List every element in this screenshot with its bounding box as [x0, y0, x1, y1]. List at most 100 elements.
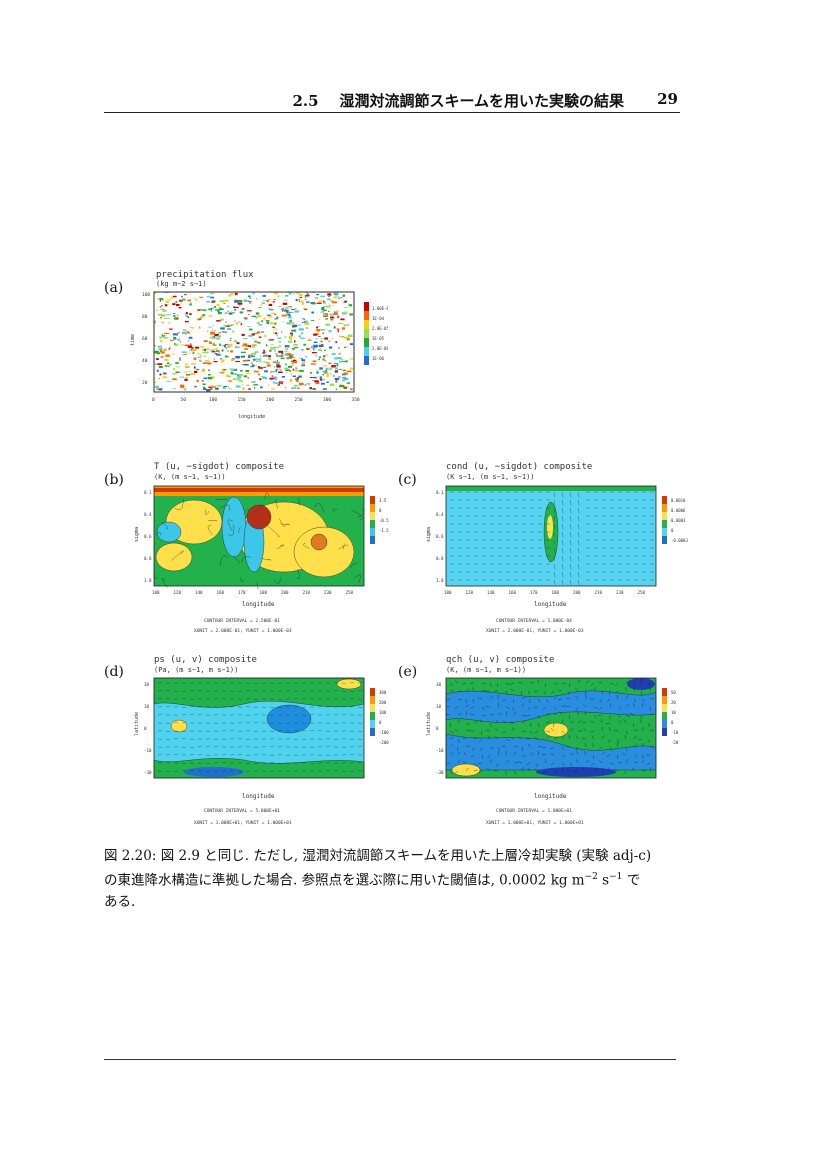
panel-b-figure: 3.5 0 -0.5 -1.5 100 120 140 160 170 180 200 210 230…: [134, 485, 389, 634]
panel-e-unit-note: XUNIT = 1.000E+01, YUNIT = 1.000E+01: [486, 820, 584, 826]
panel-c-colorbar-tick: 0.0003: [671, 518, 686, 523]
panel-b-colorbar: 3.5 0 -0.5 -1.5: [370, 496, 389, 544]
panel-e-colorbar-tick: -20: [671, 740, 679, 745]
panel-e-label: (e): [398, 664, 418, 680]
panel-c-x-tick: 230: [616, 590, 624, 595]
panel-e-ylabel: latitude: [426, 712, 432, 736]
panel-a-x-tick: 250: [295, 397, 303, 403]
panel-b-x-tick: 230: [324, 590, 332, 595]
panel-c-colorbar-tick: 0.0006: [671, 508, 686, 513]
panel-c-colorbar-tick: 0: [671, 528, 674, 533]
panel-d-contour-note: CONTOUR INTERVAL = 5.000E+01: [204, 808, 280, 814]
panel-b-ticks: 100 120 140 160 170 180 200 210 230 250 0.1 0.4 0.6 0…: [144, 490, 354, 595]
panel-a-ticks: 0 50 100 150 200 250 300 350 100 80 60 40 20: [142, 292, 360, 403]
panel-c-y-tick: 0.4: [436, 512, 444, 517]
panel-b-x-tick: 100: [152, 590, 160, 595]
panel-c-title: cond (u, −sigdot) composite: [446, 462, 593, 472]
panel-d-ticks: 30 10 0 -10 -30: [144, 682, 152, 775]
panel-c-xlabel: longitude: [534, 601, 567, 608]
panel-c-x-tick: 140: [487, 590, 495, 595]
panel-c-colorbar: 0.0010 0.0006 0.0003 0 -0.0003: [662, 496, 688, 544]
panel-b-x-tick: 120: [174, 590, 182, 595]
panel-e-y-tick: 30: [436, 682, 442, 687]
panel-d-colorbar-tick: 300: [379, 690, 387, 695]
panel-b-colorbar-tick: -1.5: [379, 528, 389, 533]
panel-d-colorbar-tick: -200: [379, 740, 389, 745]
panel-b-x-tick: 160: [217, 590, 225, 595]
panel-d-colorbar: 300 200 100 0 -100 -200: [370, 688, 389, 745]
panel-e-colorbar-tick: 0: [671, 720, 674, 725]
panel-a-units: (kg m−2 s−1): [156, 280, 207, 288]
panel-c-x-tick: 100: [444, 590, 452, 595]
caption-exp-2: −1: [609, 872, 623, 882]
panel-e-colorbar-tick: 20: [671, 700, 676, 705]
panel-b-unit-note: XUNIT = 2.000E-01, YUNIT = 1.000E-03: [194, 628, 292, 634]
panel-c-colorbar-tick: -0.0003: [671, 538, 688, 543]
panel-e-colorbar: 50 20 10 0 -10 -20: [662, 688, 679, 745]
panel-d-y-tick: 10: [144, 704, 150, 709]
section-number: 2.5: [292, 92, 319, 110]
panel-b-ylabel: sigma: [134, 527, 140, 542]
panel-b-y-tick: 1.0: [144, 578, 152, 583]
panel-a-colorbar-tick: 2.0E-05: [372, 326, 388, 331]
panel-a-y-tick: 40: [142, 358, 148, 364]
panel-d-colorbar-tick: 0: [379, 720, 382, 725]
panel-a-y-tick: 80: [142, 314, 148, 320]
panel-d-units: (Pa, (m s−1, m s−1)): [154, 666, 239, 674]
panel-b-x-tick: 140: [195, 590, 203, 595]
panel-a-xlabel: longitude: [238, 414, 265, 420]
caption-line-2-mid: s: [597, 872, 610, 889]
panel-b-colorbar-tick: -0.5: [379, 518, 389, 523]
panel-a-x-tick: 100: [209, 397, 217, 403]
panel-a-y-tick: 100: [142, 292, 150, 298]
panel-a-colorbar: 1.00E-03 1E-04 2.0E-05 1E-05 2.0E-06 1E-06: [364, 302, 388, 365]
panel-b-label: (b): [104, 472, 124, 488]
panel-b-colorbar-tick: 3.5: [379, 498, 387, 503]
caption-line-3: ある.: [104, 893, 136, 910]
panel-c-ylabel: sigma: [426, 527, 432, 542]
panel-c-y-tick: 0.1: [436, 490, 444, 495]
panel-c-unit-note: XUNIT = 2.000E-01, YUNIT = 1.000E-03: [486, 628, 584, 634]
panel-e-units: (K, (m s−1, m s−1)): [446, 666, 527, 674]
panel-a-ylabel: time: [130, 334, 136, 346]
panel-c-y-tick: 1.0: [436, 578, 444, 583]
panel-e-figure: 50 20 10 0 -10 -20 30 10 0 -10 -30 longitude lati…: [426, 677, 679, 826]
panel-a-x-tick: 150: [238, 397, 246, 403]
panel-b-y-tick: 0.4: [144, 512, 152, 517]
panel-d-title: ps (u, v) composite: [154, 655, 257, 665]
panel-b-units: (K, (m s−1, s−1)): [154, 473, 226, 481]
panel-d-colorbar-tick: -100: [379, 730, 389, 735]
panel-c-x-tick: 170: [530, 590, 538, 595]
panel-e-title: qch (u, v) composite: [446, 655, 555, 665]
panel-a-x-tick: 200: [266, 397, 274, 403]
panel-b-y-tick: 0.6: [144, 534, 152, 539]
panel-c-y-tick: 0.6: [436, 534, 444, 539]
panel-a-x-tick: 50: [181, 397, 187, 403]
panel-e-y-tick: 10: [436, 704, 442, 709]
panel-d-y-tick: 0: [144, 726, 147, 731]
panel-a-y-tick: 60: [142, 336, 148, 342]
panel-c-x-tick: 250: [638, 590, 646, 595]
panel-b-x-tick: 250: [346, 590, 354, 595]
panel-e-y-tick: -30: [436, 770, 444, 775]
panel-a-label: (a): [104, 280, 124, 296]
panel-b-field: [153, 486, 365, 590]
section-title: 湿潤対流調節スキームを用いた実験の結果: [339, 92, 624, 110]
panel-c-label: (c): [398, 472, 417, 488]
panel-a-colorbar-tick: 2.0E-06: [372, 346, 388, 351]
caption-line-2a: の東進降水構造に準拠した場合. 参照点を選ぶ際に用いた閾値は, 0.0002 k…: [104, 872, 585, 889]
panel-a-colorbar-tick: 1E-05: [372, 336, 385, 341]
panel-b-title: T (u, −sigdot) composite: [154, 462, 285, 472]
panel-a-title: precipitation flux: [156, 270, 254, 280]
panel-b-y-tick: 0.1: [144, 490, 152, 495]
panel-b-x-tick: 200: [281, 590, 289, 595]
panel-a-x-tick: 350: [352, 397, 360, 403]
panel-a-colorbar-tick: 1.00E-03: [372, 306, 388, 311]
panel-c-colorbar-tick: 0.0010: [671, 498, 686, 503]
panel-c-x-tick: 210: [595, 590, 603, 595]
section-heading: 2.5 湿潤対流調節スキームを用いた実験の結果: [292, 90, 624, 111]
panel-b-xlabel: longitude: [242, 601, 275, 608]
panel-d-ylabel: latitude: [134, 712, 140, 736]
panel-d-y-tick: -10: [144, 748, 152, 753]
